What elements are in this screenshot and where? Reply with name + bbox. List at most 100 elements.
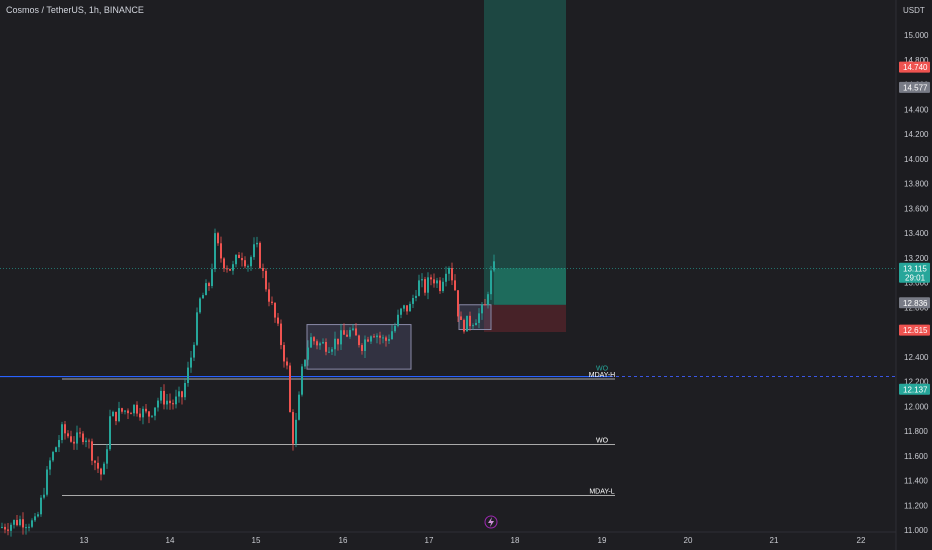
lightning-icon[interactable]	[484, 515, 498, 529]
candle-body	[427, 277, 429, 293]
candle-body	[91, 441, 93, 461]
price-tag	[899, 81, 930, 93]
candle-body	[145, 408, 147, 412]
level-label-mday-l: MDAY-L	[589, 488, 614, 495]
candle-body	[166, 400, 168, 405]
candle-body	[253, 244, 255, 258]
price-tag-countdown: 29:01	[905, 273, 926, 282]
lightning-icon-glyph	[488, 517, 494, 527]
y-tick-label: 11.600	[904, 452, 928, 461]
candle-body	[67, 433, 69, 437]
candle-body	[316, 341, 318, 346]
candle-body	[226, 268, 228, 270]
candle-body	[388, 339, 390, 341]
candle-body	[346, 334, 348, 337]
candle-body	[109, 416, 111, 450]
candle-body	[40, 497, 42, 515]
y-tick-label: 12.000	[904, 402, 929, 411]
candle-body	[181, 391, 183, 398]
candle-body	[19, 519, 21, 526]
candle-body	[403, 305, 405, 309]
candle-body	[262, 268, 264, 271]
candle-body	[334, 338, 336, 350]
candle-body	[454, 280, 456, 291]
candle-body	[151, 415, 153, 417]
candle-body	[97, 462, 99, 469]
stop-zone[interactable]	[484, 304, 566, 332]
candle-body	[472, 325, 474, 327]
candle-body	[331, 349, 333, 352]
candle-body	[238, 254, 240, 258]
candle-body	[1, 526, 3, 528]
y-tick-label: 14.800	[904, 56, 929, 65]
candle-body	[355, 328, 357, 336]
candle-body	[37, 514, 39, 517]
x-tick-label: 19	[598, 536, 607, 545]
candle-body	[214, 233, 216, 270]
candle-body	[415, 295, 417, 299]
candle-body	[361, 345, 363, 351]
candle-body	[169, 400, 171, 404]
candle-body	[178, 391, 180, 397]
candle-body	[136, 404, 138, 414]
candle-body	[322, 341, 324, 344]
candle-body	[154, 407, 156, 416]
candle-body	[142, 408, 144, 418]
candle-body	[196, 312, 198, 345]
filled-target-zone	[494, 268, 566, 305]
candle-body	[121, 408, 123, 412]
candle-body	[271, 301, 273, 303]
candle-body	[55, 447, 57, 452]
candle-body	[379, 335, 381, 338]
candle-body	[115, 411, 117, 422]
candle-body	[187, 367, 189, 384]
candle-body	[283, 345, 285, 362]
candle-body	[457, 290, 459, 317]
y-tick-label: 13.200	[904, 254, 929, 263]
price-tag	[899, 383, 930, 395]
candle-body	[4, 526, 6, 530]
candle-body	[418, 280, 420, 296]
candle-body	[58, 440, 60, 448]
candle-body	[475, 322, 477, 326]
candle-body	[292, 412, 294, 444]
y-tick-label: 12.200	[904, 378, 929, 387]
chart-title: Cosmos / TetherUS, 1h, BINANCE	[6, 5, 144, 15]
y-tick-label: 15.000	[904, 31, 929, 40]
candle-body	[298, 394, 300, 420]
price-tag	[899, 297, 930, 309]
y-tick-label: 13.800	[904, 180, 929, 189]
level-label-mday-h: MDAY-H	[589, 372, 615, 379]
price-tag	[899, 262, 930, 283]
price-tag-label: 12.615	[903, 326, 928, 335]
currency-label: USDT	[903, 6, 925, 15]
price-tag-label: 14.577	[903, 83, 928, 92]
x-tick-label: 21	[770, 536, 779, 545]
candle-body	[94, 460, 96, 463]
candle-body	[280, 323, 282, 346]
candle-body	[445, 273, 447, 282]
price-tag	[899, 61, 930, 73]
candle-body	[274, 302, 276, 318]
candle-body	[43, 494, 45, 498]
candle-body	[7, 529, 9, 531]
candle-body	[85, 440, 87, 443]
candle-body	[175, 396, 177, 405]
candle-body	[148, 411, 150, 417]
y-tick-label: 13.600	[904, 204, 929, 213]
candle-body	[229, 268, 231, 271]
candle-body	[10, 524, 12, 531]
candle-body	[436, 280, 438, 284]
candle-body	[235, 254, 237, 265]
y-tick-label: 11.000	[904, 526, 928, 535]
price-tag-label: 14.740	[903, 63, 928, 72]
candle-body	[349, 330, 351, 337]
candle-body	[127, 410, 129, 414]
target-zone[interactable]	[484, 0, 566, 305]
candle-body	[313, 337, 315, 342]
candle-body	[265, 270, 267, 290]
level-label-wo: WO	[596, 438, 609, 445]
candle-body	[484, 304, 486, 306]
candle-body	[466, 315, 468, 332]
